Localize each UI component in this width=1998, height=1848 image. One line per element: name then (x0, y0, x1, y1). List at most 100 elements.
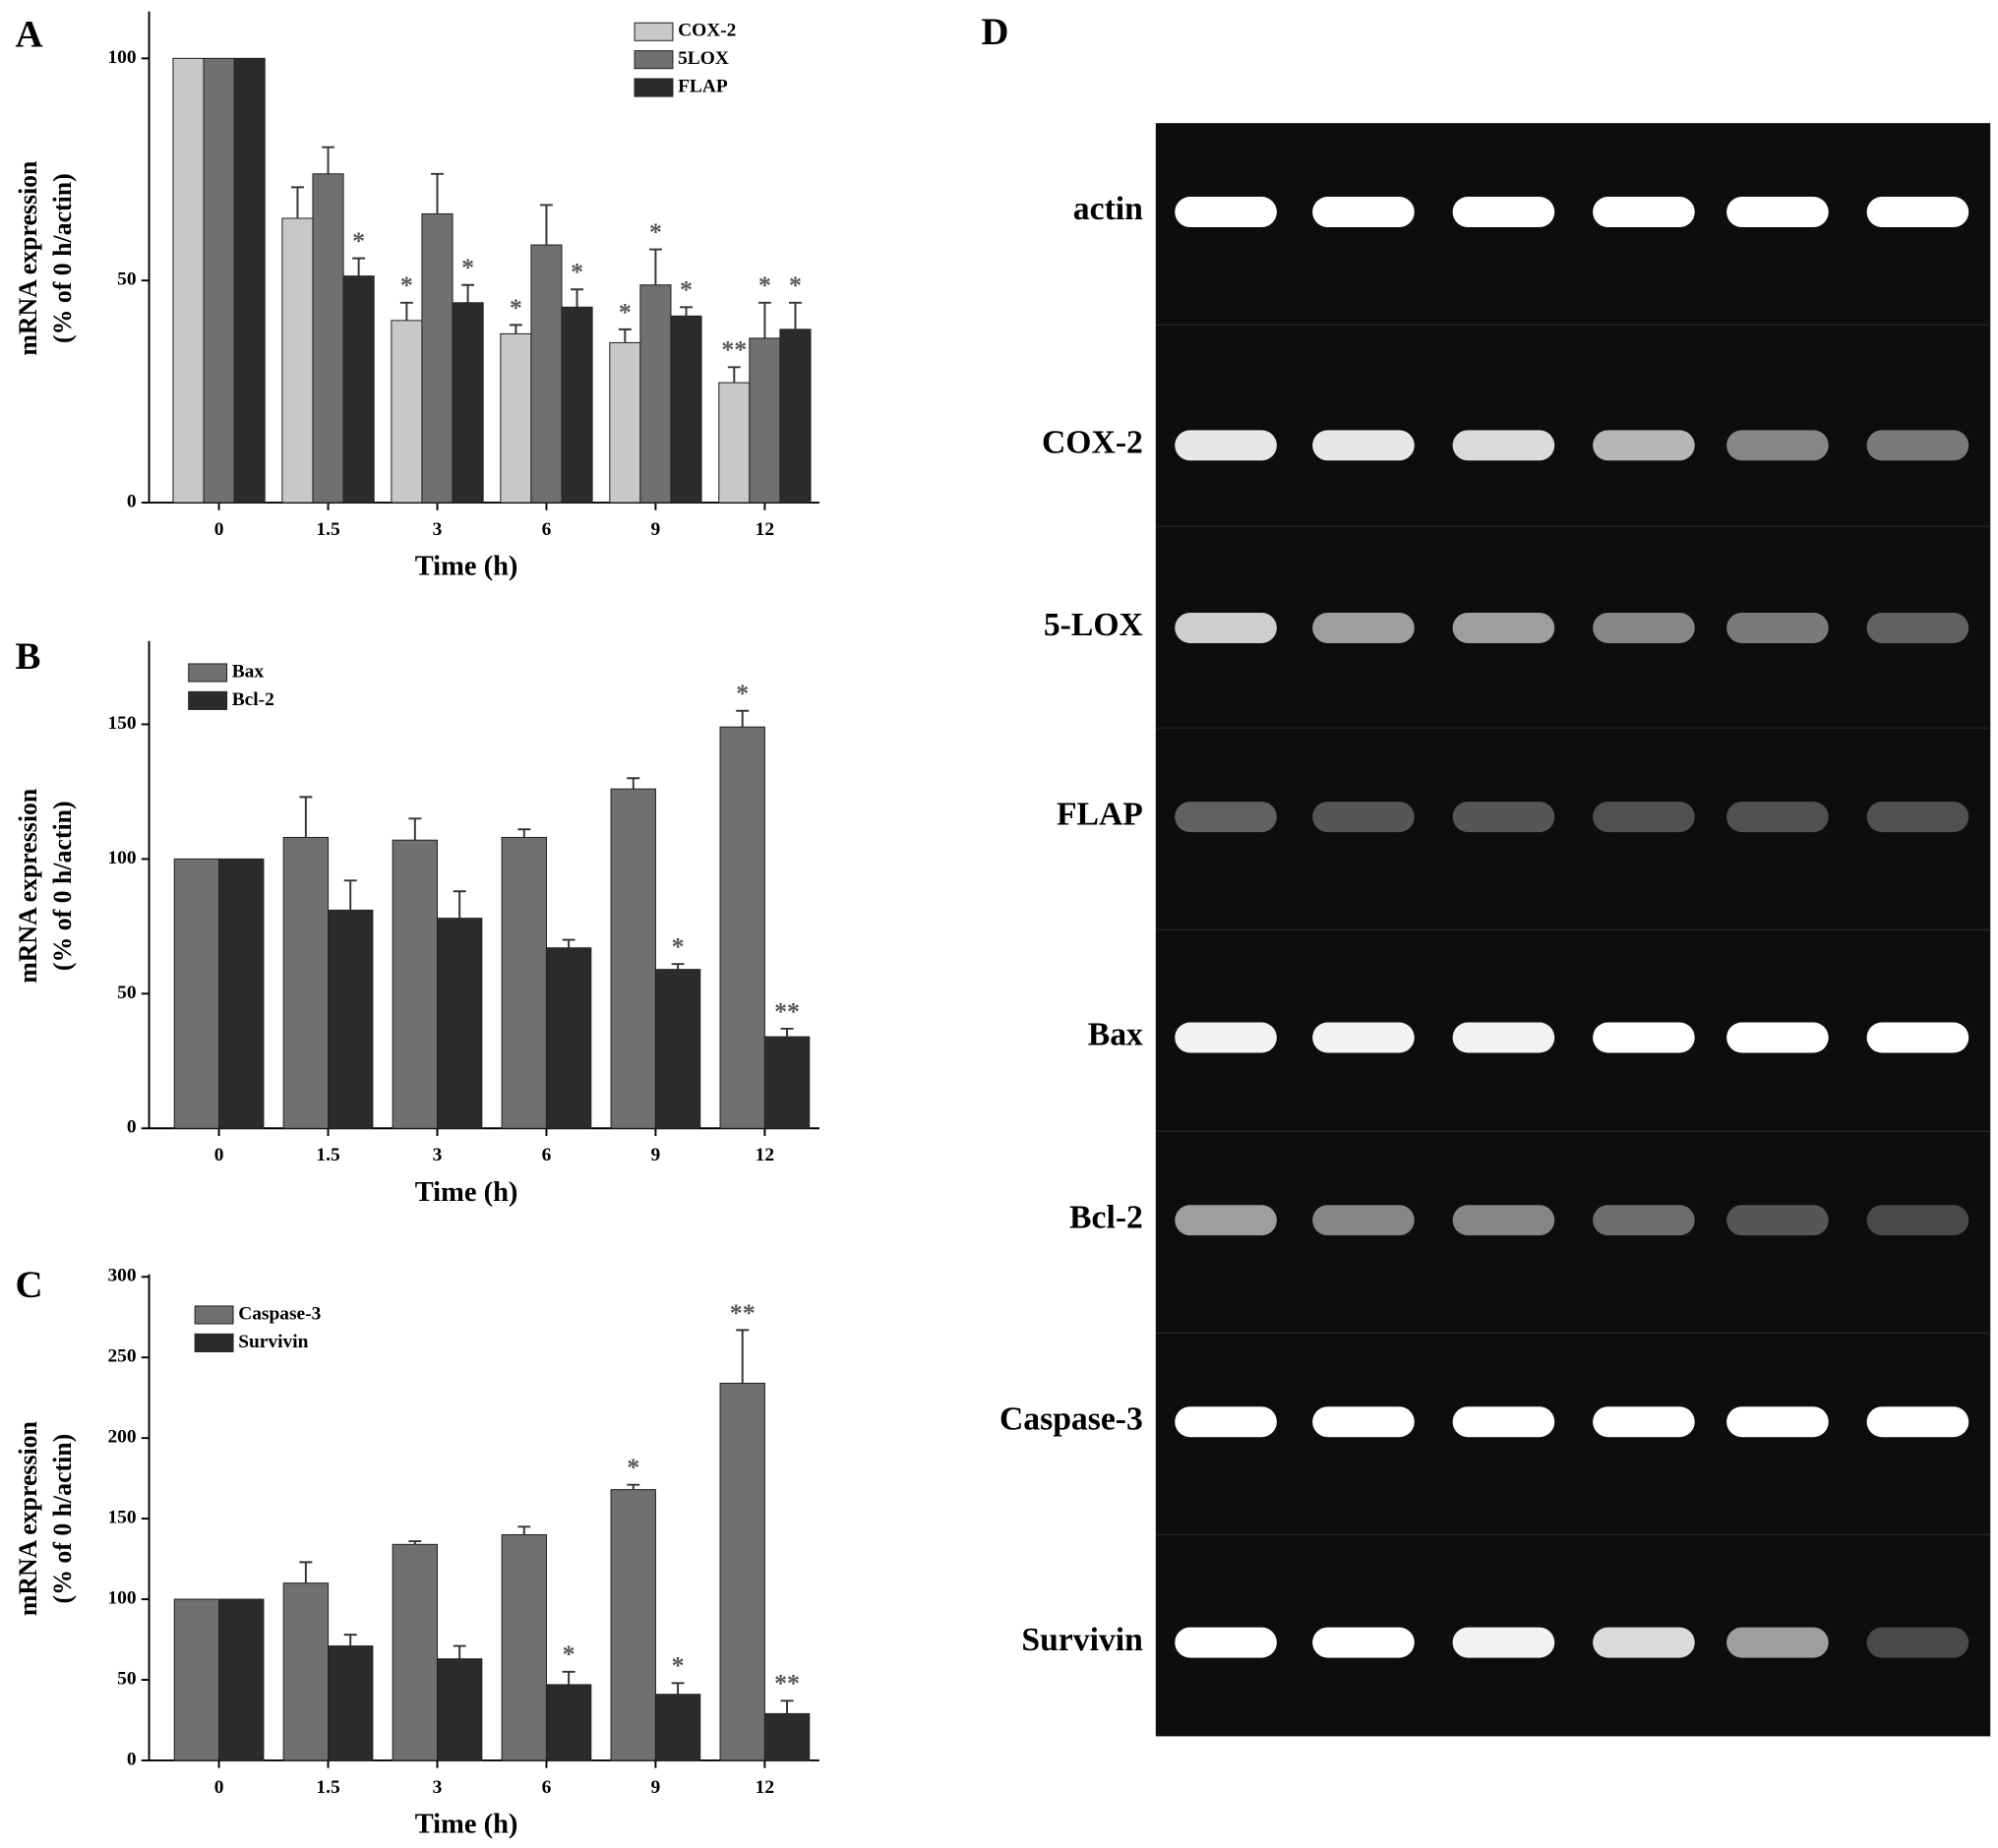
bar (452, 302, 484, 504)
significance-label: * (571, 258, 583, 286)
gel-band (1452, 197, 1555, 228)
error-bar (343, 879, 357, 911)
x-tick-label: 0 (214, 519, 224, 540)
bar (281, 217, 314, 504)
significance-label: * (789, 270, 802, 299)
gel-band (1866, 197, 1969, 228)
gel-band (1593, 1205, 1695, 1236)
bar (610, 1489, 656, 1761)
significance-label: * (400, 270, 413, 299)
bar (436, 1658, 483, 1761)
y-tick-label: 300 (107, 1266, 136, 1286)
legend-swatch (194, 1305, 234, 1325)
bar (173, 858, 220, 1129)
gel-band (1866, 1022, 1969, 1053)
error-bar (517, 828, 531, 838)
legend-label: 5LOX (678, 48, 729, 69)
error-bar (453, 890, 466, 919)
significance-label: * (649, 217, 662, 246)
error-bar (618, 328, 632, 343)
x-tick-label: 1.5 (316, 519, 339, 540)
significance-label: * (352, 226, 365, 255)
gel-band (1312, 430, 1415, 461)
significance-label: * (758, 270, 771, 299)
gel-band (1726, 802, 1829, 833)
bar (282, 836, 330, 1129)
gel-band (1593, 1406, 1695, 1438)
bar (545, 947, 592, 1129)
error-bar (290, 186, 304, 218)
significance-label: * (461, 253, 474, 281)
gel-band (1866, 1627, 1969, 1658)
gel-band (1452, 1406, 1555, 1438)
significance-label: ** (721, 335, 747, 364)
y-tick-label: 0 (127, 1117, 137, 1138)
x-tick-label: 9 (651, 1145, 661, 1165)
y-tick-label: 100 (107, 47, 136, 68)
error-bar (757, 301, 771, 338)
gel-band (1175, 197, 1277, 228)
gel-band (1312, 1022, 1415, 1053)
gel-band (1452, 1022, 1555, 1053)
gel-band (1175, 1627, 1277, 1658)
x-tick-label: 6 (542, 1145, 552, 1165)
x-tick-label: 1.5 (316, 1777, 339, 1798)
error-bar (539, 204, 553, 246)
error-bar (322, 146, 335, 174)
gel-band (1726, 1627, 1829, 1658)
gel-band (1726, 430, 1829, 461)
bar (654, 1694, 701, 1761)
bar (392, 839, 439, 1129)
gel-band (1866, 1406, 1969, 1438)
gel-band (1593, 802, 1695, 833)
x-tick-label: 3 (433, 1777, 443, 1798)
x-tick-label: 0 (214, 1145, 224, 1165)
bar (218, 1598, 265, 1761)
y-axis-title: mRNA expression (14, 161, 42, 356)
bar (719, 726, 765, 1129)
gel-row-label: COX-2 (1042, 425, 1143, 461)
gel-band (1312, 197, 1415, 228)
bar (501, 1533, 547, 1761)
legend-label: COX-2 (678, 21, 736, 41)
gel-row-label: Bax (1088, 1017, 1143, 1053)
legend-swatch (634, 78, 674, 97)
legend-swatch (634, 22, 674, 41)
y-tick-label: 50 (117, 983, 136, 1003)
gel-band (1452, 612, 1555, 643)
legend-label: Bax (232, 661, 265, 682)
legend-label: Caspase-3 (238, 1303, 321, 1324)
error-bar (509, 324, 522, 334)
legend-label: Bcl-2 (232, 689, 274, 710)
x-tick-label: 3 (433, 519, 443, 540)
significance-label: * (619, 297, 632, 326)
gel-band (1726, 1205, 1829, 1236)
bar (530, 244, 563, 504)
bar (312, 173, 344, 504)
gel-band (1452, 802, 1555, 833)
y-tick-label: 250 (107, 1346, 136, 1367)
gel-band (1726, 197, 1829, 228)
bar (203, 57, 235, 504)
error-bar (648, 248, 662, 285)
significance-label: * (627, 1453, 639, 1481)
y-tick-label: 150 (107, 713, 136, 734)
x-tick-label: 1.5 (316, 1145, 339, 1165)
y-axis-title: mRNA expression (14, 789, 42, 984)
gel-band (1866, 802, 1969, 833)
gel-band (1175, 1205, 1277, 1236)
x-tick-label: 3 (433, 1145, 443, 1165)
gel-band (1866, 612, 1969, 643)
error-bar (627, 777, 640, 790)
x-tick-label: 12 (756, 1777, 774, 1798)
y-tick-label: 50 (117, 1668, 136, 1689)
error-bar (780, 1699, 794, 1714)
gel-band (1593, 1627, 1695, 1658)
y-tick-label: 100 (107, 1588, 136, 1609)
bar (342, 275, 375, 504)
legend-label: Survivin (238, 1332, 308, 1352)
error-bar (788, 301, 802, 329)
error-bar (399, 301, 413, 321)
bar (421, 212, 454, 504)
bar (779, 328, 812, 504)
